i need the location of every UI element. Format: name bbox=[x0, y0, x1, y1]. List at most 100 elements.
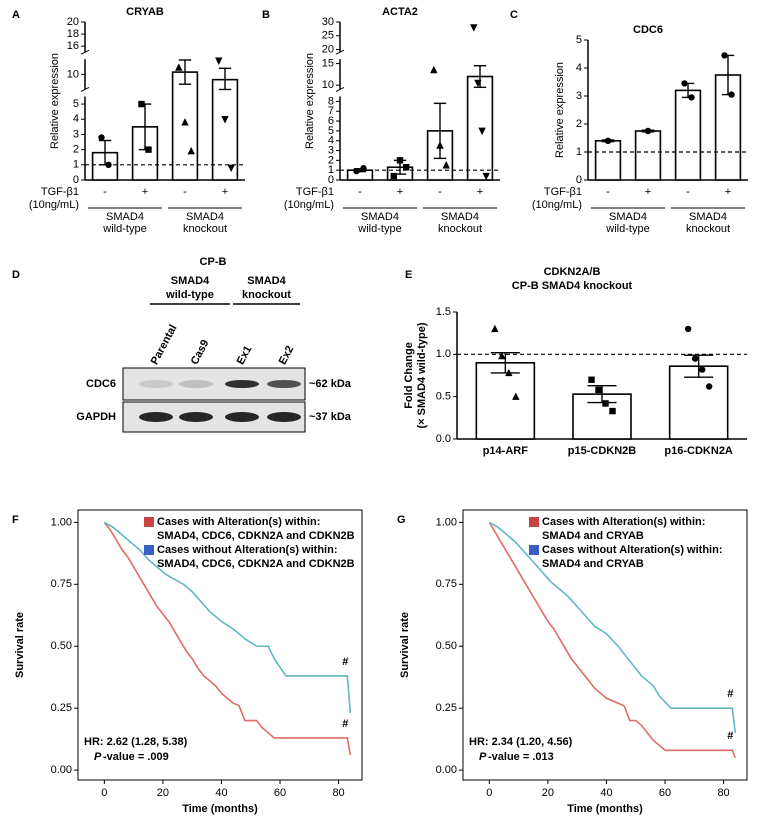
y-tick-label: 1 bbox=[73, 159, 79, 171]
point bbox=[681, 80, 688, 87]
panel-label: E bbox=[405, 269, 412, 281]
point bbox=[478, 127, 486, 136]
text-line: CP-B SMAD4 knockout bbox=[512, 280, 633, 292]
band bbox=[179, 412, 213, 422]
panel-label: F bbox=[12, 514, 19, 526]
row-label: CDC6 bbox=[86, 378, 116, 390]
p-value-symbol: P bbox=[94, 751, 102, 763]
x-tick-label: + bbox=[142, 186, 148, 198]
p-value-symbol: P bbox=[479, 751, 487, 763]
bar bbox=[91, 151, 119, 181]
legend-label: SMAD4, CDC6, CDKN2A and CDKN2B bbox=[157, 558, 355, 570]
y-tick-label: 1.0 bbox=[436, 348, 451, 360]
bar bbox=[674, 89, 702, 181]
point bbox=[609, 407, 616, 415]
text: CRYAB bbox=[126, 6, 164, 18]
point bbox=[728, 91, 735, 98]
blot-title: CP-B bbox=[200, 256, 227, 268]
p-value: -value = .013 bbox=[488, 751, 554, 763]
point bbox=[604, 137, 612, 144]
text-line: wild-type bbox=[605, 223, 649, 235]
panel-label: G bbox=[397, 514, 406, 526]
band bbox=[139, 380, 173, 388]
x-tick-label: 60 bbox=[274, 787, 286, 799]
text-line: SMAD4 bbox=[361, 211, 399, 223]
point bbox=[138, 100, 145, 108]
y-axis-label: (× SMAD4 wild-type) bbox=[416, 322, 428, 428]
p-value: -value = .009 bbox=[103, 751, 169, 763]
y-tick-label: 0 bbox=[576, 174, 582, 186]
y-tick-label: 3 bbox=[328, 144, 334, 156]
point bbox=[98, 134, 105, 141]
x-tick-label: p14-ARF bbox=[483, 445, 529, 457]
text-line: SMAD4 bbox=[106, 211, 144, 223]
legend-swatch bbox=[529, 545, 539, 555]
y-tick-label: 0.50 bbox=[51, 640, 72, 652]
y-tick-label: 2 bbox=[73, 144, 79, 156]
point bbox=[227, 164, 235, 173]
point bbox=[403, 164, 410, 171]
y-tick-label: 1 bbox=[576, 146, 582, 158]
band bbox=[139, 412, 173, 422]
bar bbox=[171, 71, 199, 181]
y-axis-label: Relative expression bbox=[304, 53, 316, 149]
x-tick-label: + bbox=[645, 186, 651, 198]
text-line: SMAD4 bbox=[186, 211, 224, 223]
y-tick-label: 4 bbox=[73, 113, 79, 125]
point bbox=[684, 325, 692, 333]
y-axis-label: Relative expression bbox=[49, 53, 61, 149]
text-line: SMAD4 bbox=[609, 211, 647, 223]
legend-label: SMAD4 and CRYAB bbox=[542, 558, 644, 570]
legend-label: Cases with Alteration(s) within: bbox=[542, 516, 705, 528]
y-tick-label: 0.5 bbox=[436, 391, 451, 403]
y-tick-label: 5 bbox=[328, 125, 334, 137]
x-tick-label: 80 bbox=[332, 787, 344, 799]
point bbox=[691, 355, 699, 362]
text: ACTA2 bbox=[382, 6, 418, 18]
point bbox=[698, 366, 706, 373]
legend-label: SMAD4, CDC6, CDKN2A and CDKN2B bbox=[157, 530, 355, 542]
y-tick-label: 7 bbox=[328, 105, 334, 117]
hazard-ratio: HR: 2.34 (1.20, 4.56) bbox=[469, 736, 573, 748]
text-line: SMAD4 bbox=[441, 211, 479, 223]
x-tick-label: - bbox=[183, 186, 187, 198]
y-tick-label: 5 bbox=[576, 34, 582, 46]
text-line: TGF-β1 bbox=[41, 186, 79, 198]
y-tick-label: 20 bbox=[322, 43, 334, 55]
point bbox=[215, 57, 223, 65]
bar bbox=[475, 361, 536, 440]
legend-label: Cases without Alteration(s) within: bbox=[157, 544, 338, 556]
size-label: ~62 kDa bbox=[309, 378, 352, 390]
x-tick-label: 0 bbox=[486, 787, 492, 799]
axis-break bbox=[80, 87, 90, 92]
y-tick-label: 0 bbox=[73, 174, 79, 186]
point bbox=[442, 161, 450, 169]
band bbox=[225, 412, 259, 422]
legend-label: Cases with Alteration(s) within: bbox=[157, 516, 320, 528]
bar bbox=[594, 140, 622, 181]
point bbox=[498, 351, 506, 360]
x-tick-label: - bbox=[358, 186, 362, 198]
panel-label: C bbox=[510, 9, 518, 21]
point bbox=[470, 24, 478, 32]
y-tick-label: 10 bbox=[67, 68, 79, 80]
x-tick-label: + bbox=[477, 186, 483, 198]
legend-swatch bbox=[144, 517, 154, 527]
text-line: (10ng/mL) bbox=[29, 199, 79, 211]
x-tick-label: + bbox=[397, 186, 403, 198]
y-tick-label: 1.00 bbox=[436, 516, 457, 528]
text-line: knockout bbox=[438, 223, 482, 235]
y-tick-label: 0.00 bbox=[51, 764, 72, 776]
text-line: knockout bbox=[242, 289, 291, 301]
point bbox=[436, 141, 444, 149]
x-tick-label: - bbox=[103, 186, 107, 198]
point bbox=[512, 392, 520, 400]
legend-label: Cases without Alteration(s) within: bbox=[542, 544, 723, 556]
x-tick-label: + bbox=[725, 186, 731, 198]
y-tick-label: 2 bbox=[328, 154, 334, 166]
text-line: knockout bbox=[183, 223, 227, 235]
size-label: ~37 kDa bbox=[309, 411, 352, 423]
legend-swatch bbox=[144, 545, 154, 555]
censor-annotation: # bbox=[342, 656, 348, 668]
y-tick-label: 0.75 bbox=[51, 578, 72, 590]
